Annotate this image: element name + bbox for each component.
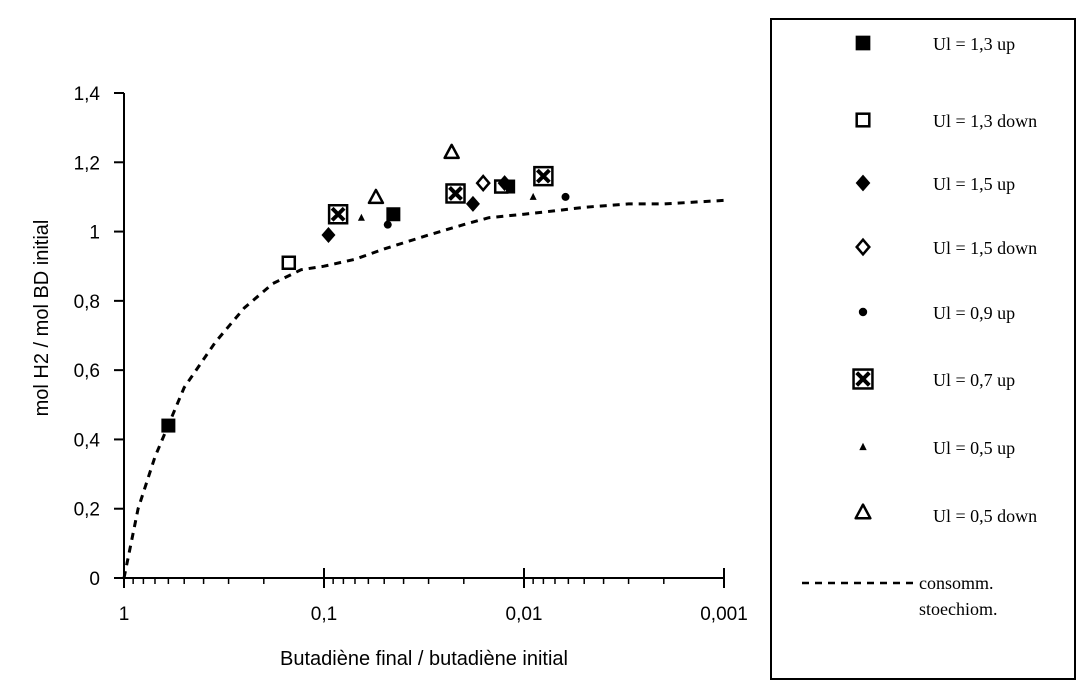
legend-label: Ul = 0,5 up: [933, 438, 1015, 458]
data-point: [321, 227, 336, 244]
marker-shape: [561, 192, 570, 201]
data-point: [383, 220, 392, 229]
marker-shape: [855, 35, 871, 51]
data-point: [533, 165, 554, 187]
x-axis-title: Butadiène final / butadiène initial: [280, 648, 568, 670]
marker-shape: [386, 207, 401, 222]
legend-label: Ul = 0,5 down: [933, 506, 1037, 526]
x-tick-label: 0,1: [311, 604, 337, 625]
data-point: [327, 204, 349, 225]
legend: Ul = 1,3 up Ul = 1,3 down Ul = 1,5 up Ul = …: [770, 18, 1076, 680]
marker-shape: [281, 255, 297, 270]
marker-shape: [443, 143, 460, 160]
data-point: [386, 207, 401, 222]
marker-shape: [367, 188, 385, 205]
marker-cross: [535, 168, 551, 184]
data-point: [445, 183, 466, 204]
legend-swatch: [854, 503, 872, 520]
data-point: [561, 192, 570, 201]
marker-cross: [855, 371, 871, 387]
y-tick-label: 0,2: [74, 500, 100, 521]
marker-shape: [855, 237, 871, 257]
legend-swatch: [859, 442, 867, 451]
legend-label: Ul = 1,3 down: [933, 111, 1037, 131]
data-point: [161, 418, 176, 433]
marker-cross: [448, 186, 463, 201]
stoichiometric-curve: [122, 198, 725, 579]
marker-shape: [855, 112, 871, 128]
axes: [123, 93, 724, 579]
marker-shape: [475, 174, 491, 192]
point-layer: [161, 143, 570, 433]
data-point: [475, 174, 491, 192]
y-tick-label: 0: [89, 569, 100, 590]
legend-swatch: [855, 174, 871, 192]
data-point: [465, 195, 480, 212]
legend-label: stoechiom.: [919, 599, 998, 619]
legend-label: Ul = 1,5 down: [933, 238, 1037, 258]
legend-label: Ul = 0,7 up: [933, 370, 1015, 390]
marker-cross: [330, 206, 346, 222]
data-point: [497, 175, 512, 192]
marker-shape: [161, 418, 176, 433]
data-point: [529, 192, 537, 200]
legend-label: Ul = 1,3 up: [933, 34, 1015, 54]
legend-label: Ul = 0,9 up: [933, 303, 1015, 323]
x-tick-label: 0,01: [506, 604, 543, 625]
legend-swatch: [855, 35, 871, 51]
y-tick-label: 0,6: [74, 361, 100, 382]
legend-label: consomm.: [919, 573, 994, 593]
data-point: [357, 213, 365, 221]
marker-shape: [855, 174, 871, 192]
y-tick-label: 1: [89, 223, 100, 244]
y-axis-title: mol H2 / mol BD initial: [31, 220, 53, 417]
legend-label: Ul = 1,5 up: [933, 174, 1015, 194]
legend-swatch: [858, 307, 868, 317]
marker-shape: [321, 227, 336, 244]
y-tick-label: 0,4: [74, 430, 101, 451]
marker-shape: [854, 503, 872, 520]
marker-shape: [859, 442, 867, 451]
data-point: [281, 255, 297, 270]
legend-swatch: [855, 112, 871, 128]
marker-shape: [497, 175, 512, 192]
marker-shape: [465, 195, 480, 212]
marker-shape: [383, 220, 392, 229]
x-tick-label: 0,001: [700, 604, 748, 625]
y-tick-label: 1,2: [74, 153, 100, 174]
curve-layer: [122, 198, 725, 579]
ticks: 0 0,2 0,4 0,6 0,8 1 1,2 1,4 1 0,1 0,01 0,001: [74, 84, 748, 625]
data-point: [367, 188, 385, 205]
data-point: [443, 143, 460, 160]
marker-shape: [858, 307, 868, 317]
x-tick-label: 1: [119, 604, 130, 625]
legend-swatch: [855, 237, 871, 257]
marker-shape: [529, 192, 537, 200]
legend-swatch: [852, 368, 874, 390]
y-tick-label: 0,8: [74, 292, 100, 313]
y-tick-label: 1,4: [74, 84, 101, 105]
legend-box: [770, 18, 1076, 680]
marker-shape: [357, 213, 365, 221]
